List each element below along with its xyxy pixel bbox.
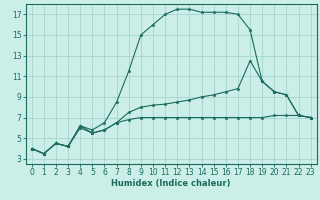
X-axis label: Humidex (Indice chaleur): Humidex (Indice chaleur) [111,179,231,188]
